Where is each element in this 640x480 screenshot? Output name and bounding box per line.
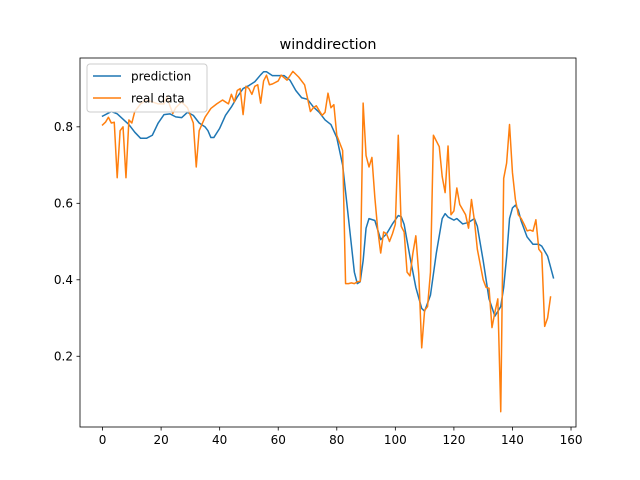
y-tick-label: 0.4 (54, 273, 73, 287)
y-tick-label: 0.2 (54, 350, 73, 364)
x-tick-label: 20 (153, 433, 168, 447)
x-tick-label: 140 (501, 433, 524, 447)
x-tick-label: 160 (560, 433, 583, 447)
x-tick-label: 40 (212, 433, 227, 447)
chart-title: winddirection (279, 37, 376, 53)
legend-label-prediction: prediction (131, 69, 191, 83)
x-tick-label: 0 (99, 433, 107, 447)
x-tick-label: 80 (329, 433, 344, 447)
x-tick-label: 60 (271, 433, 286, 447)
legend: prediction real data (86, 63, 208, 113)
x-tick-label: 120 (442, 433, 465, 447)
y-tick-label: 0.6 (54, 197, 73, 211)
axes-frame (79, 57, 577, 428)
x-tick-label: 100 (384, 433, 407, 447)
legend-label-real-data: real data (131, 91, 185, 105)
y-tick-label: 0.8 (54, 120, 73, 134)
axes-layer: 0 20 40 60 80 100 120 140 160 0.2 0.4 0.6 0.8 (54, 57, 583, 447)
